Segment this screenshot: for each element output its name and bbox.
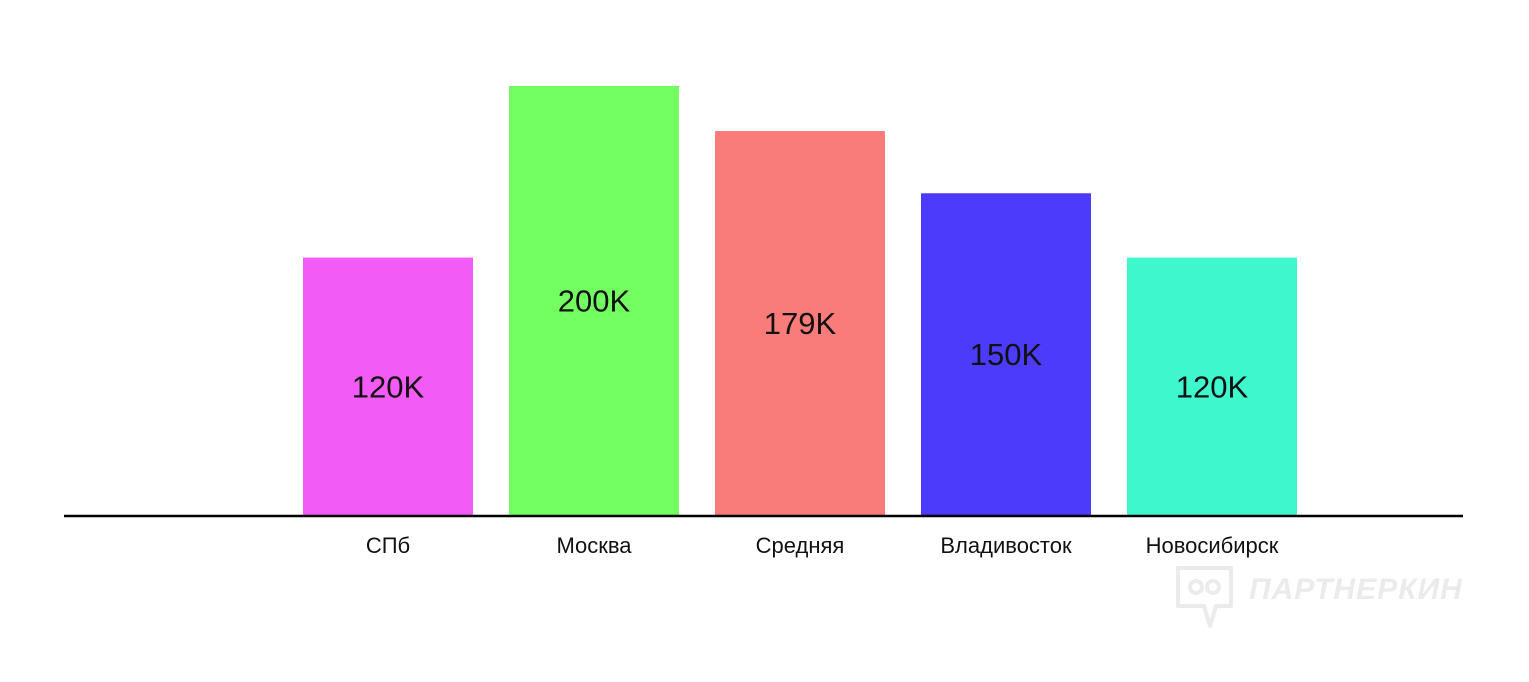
x-tick-label: Владивосток <box>940 533 1072 558</box>
bar-value-label: 150K <box>970 337 1043 372</box>
bar-value-label: 179K <box>764 306 837 341</box>
bar-2 <box>509 86 679 515</box>
bars-layer <box>303 86 1297 516</box>
bar-1 <box>303 257 473 515</box>
bar-value-label: 120K <box>352 369 425 404</box>
x-tick-label: Новосибирск <box>1146 533 1279 558</box>
x-tick-label: СПб <box>366 533 410 558</box>
watermark: ПАРТНЕРКИН <box>1176 566 1463 628</box>
bar-value-label: 200K <box>558 284 631 319</box>
x-tick-label: Москва <box>556 533 632 558</box>
labels-layer: 120K СПб 200K Москва 179K Средняя 150K Владивос… <box>352 284 1279 559</box>
watermark-text: ПАРТНЕРКИН <box>1249 573 1463 606</box>
bar-value-label: 120K <box>1176 369 1249 404</box>
bar-4 <box>921 193 1091 515</box>
bar-3 <box>715 131 885 516</box>
x-tick-label: Средняя <box>756 533 845 558</box>
bar-5 <box>1127 257 1297 515</box>
partnerkin-logo-icon <box>1176 566 1233 628</box>
